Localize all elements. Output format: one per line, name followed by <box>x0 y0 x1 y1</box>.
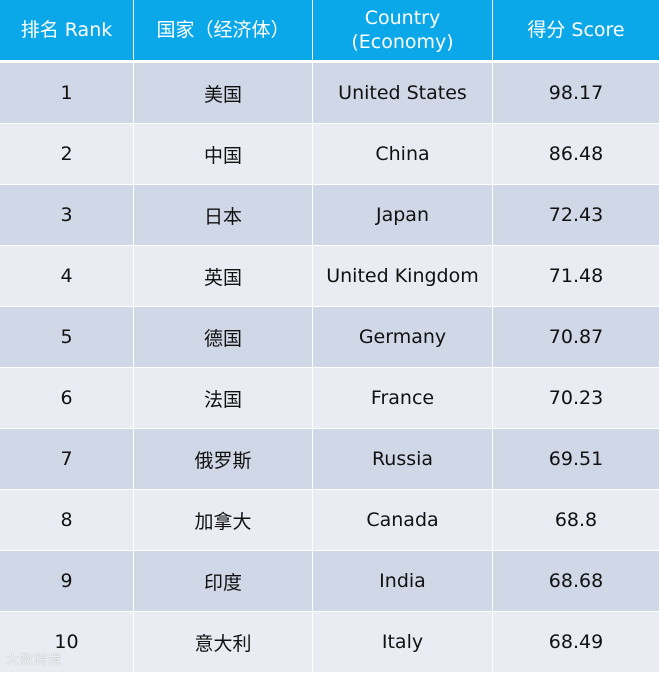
country-en-cell: France <box>313 368 493 429</box>
country-en-cell: United States <box>313 63 493 124</box>
header-rank: 排名 Rank <box>0 0 134 63</box>
country-cn-cell: 印度 <box>134 551 313 612</box>
country-cn-cell: 意大利 <box>134 612 313 673</box>
header-score: 得分 Score <box>493 0 659 63</box>
country-en-cell: Germany <box>313 307 493 368</box>
table-row: 4 英国 United Kingdom 71.48 <box>0 246 659 307</box>
rank-cell: 6 <box>0 368 134 429</box>
table-row: 1 美国 United States 98.17 <box>0 63 659 124</box>
score-cell: 70.23 <box>493 368 659 429</box>
rank-cell: 5 <box>0 307 134 368</box>
country-en-cell: Japan <box>313 185 493 246</box>
country-cn-cell: 美国 <box>134 63 313 124</box>
table-row: 10 意大利 Italy 68.49 <box>0 612 659 673</box>
score-cell: 68.68 <box>493 551 659 612</box>
score-cell: 68.8 <box>493 490 659 551</box>
table-row: 8 加拿大 Canada 68.8 <box>0 490 659 551</box>
country-en-cell: China <box>313 124 493 185</box>
header-country-en-line2: (Economy) <box>351 31 454 53</box>
score-cell: 71.48 <box>493 246 659 307</box>
table-row: 3 日本 Japan 72.43 <box>0 185 659 246</box>
score-cell: 70.87 <box>493 307 659 368</box>
rank-cell: 7 <box>0 429 134 490</box>
table-row: 7 俄罗斯 Russia 69.51 <box>0 429 659 490</box>
header-country-en-line1: Country <box>364 7 441 29</box>
score-cell: 98.17 <box>493 63 659 124</box>
country-en-cell: Canada <box>313 490 493 551</box>
table-body: 1 美国 United States 98.17 2 中国 China 86.4… <box>0 63 659 673</box>
watermark: 大数跨境 <box>6 653 63 668</box>
country-cn-cell: 英国 <box>134 246 313 307</box>
rank-cell: 1 <box>0 63 134 124</box>
country-cn-cell: 法国 <box>134 368 313 429</box>
country-cn-cell: 加拿大 <box>134 490 313 551</box>
country-en-cell: United Kingdom <box>313 246 493 307</box>
table-header: 排名 Rank 国家（经济体） Country (Economy) 得分 Sco… <box>0 0 659 63</box>
score-cell: 69.51 <box>493 429 659 490</box>
rank-cell: 4 <box>0 246 134 307</box>
score-cell: 72.43 <box>493 185 659 246</box>
table-row: 9 印度 India 68.68 <box>0 551 659 612</box>
header-country-cn: 国家（经济体） <box>134 0 313 63</box>
score-cell: 86.48 <box>493 124 659 185</box>
country-en-cell: India <box>313 551 493 612</box>
country-cn-cell: 日本 <box>134 185 313 246</box>
rank-cell: 2 <box>0 124 134 185</box>
score-cell: 68.49 <box>493 612 659 673</box>
country-cn-cell: 俄罗斯 <box>134 429 313 490</box>
country-cn-cell: 德国 <box>134 307 313 368</box>
country-en-cell: Italy <box>313 612 493 673</box>
country-cn-cell: 中国 <box>134 124 313 185</box>
table-row: 5 德国 Germany 70.87 <box>0 307 659 368</box>
table-row: 6 法国 France 70.23 <box>0 368 659 429</box>
rank-cell: 10 <box>0 612 134 673</box>
table-row: 2 中国 China 86.48 <box>0 124 659 185</box>
country-en-cell: Russia <box>313 429 493 490</box>
rank-cell: 3 <box>0 185 134 246</box>
header-row: 排名 Rank 国家（经济体） Country (Economy) 得分 Sco… <box>0 0 659 63</box>
rank-cell: 9 <box>0 551 134 612</box>
header-country-en: Country (Economy) <box>313 0 493 63</box>
rank-cell: 8 <box>0 490 134 551</box>
